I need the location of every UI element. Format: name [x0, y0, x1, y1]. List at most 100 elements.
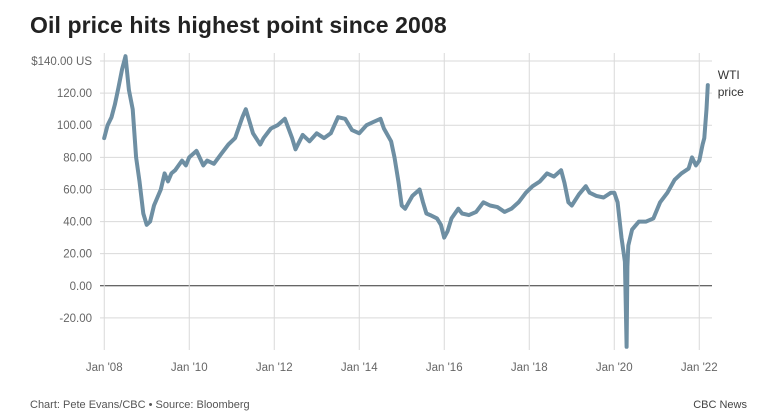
y-tick-label: 80.00	[63, 152, 92, 164]
data-point	[446, 229, 450, 233]
x-tick-label: Jan '16	[426, 362, 463, 374]
data-point	[460, 212, 464, 215]
data-point	[625, 345, 629, 349]
grid-layer	[100, 53, 712, 350]
data-point	[637, 220, 641, 224]
data-point	[124, 54, 127, 58]
data-point	[138, 179, 141, 183]
series-layer	[102, 54, 710, 349]
data-point	[379, 117, 382, 121]
data-point	[570, 204, 574, 207]
data-point	[145, 223, 149, 227]
data-point	[609, 191, 613, 195]
data-point	[163, 171, 167, 175]
chart-credit: Chart: Pete Evans/CBC • Source: Bloomber…	[30, 399, 250, 411]
data-point	[329, 131, 333, 135]
x-tick-label: Jan '10	[171, 362, 208, 374]
data-point	[262, 136, 266, 140]
data-point	[106, 123, 110, 127]
data-point	[531, 184, 535, 188]
data-point	[113, 102, 117, 106]
data-point	[588, 191, 592, 195]
data-point	[623, 260, 627, 264]
data-point	[226, 143, 230, 146]
data-point	[403, 207, 407, 211]
y-tick-label: 0.00	[70, 281, 92, 293]
data-point	[435, 216, 439, 220]
data-point	[322, 136, 326, 140]
data-point	[687, 167, 691, 171]
data-point	[625, 265, 629, 268]
data-point	[152, 204, 156, 207]
data-point	[301, 133, 305, 137]
data-point	[450, 216, 453, 220]
data-point	[173, 168, 177, 172]
data-point	[552, 175, 556, 179]
data-point	[612, 191, 616, 195]
axis-layer: $140.00 US 120.00 100.00 80.00 60.00 40.00 20.…	[31, 56, 717, 374]
data-point	[371, 120, 375, 124]
data-point	[283, 117, 287, 121]
data-point	[630, 228, 634, 232]
data-point	[159, 188, 163, 191]
data-point	[481, 200, 485, 204]
data-point	[584, 184, 588, 188]
data-point	[644, 220, 648, 224]
data-point	[350, 128, 354, 132]
y-tick-label: 20.00	[63, 249, 92, 261]
data-point	[102, 136, 106, 140]
data-point	[127, 88, 131, 92]
data-point	[396, 179, 400, 183]
data-point	[705, 107, 708, 111]
data-point	[602, 196, 606, 199]
data-point	[184, 163, 188, 167]
data-point	[120, 67, 124, 71]
data-point	[563, 181, 566, 185]
series-line	[102, 54, 710, 349]
data-point	[706, 83, 710, 87]
data-point	[594, 194, 598, 198]
data-point	[110, 115, 113, 119]
data-point	[566, 200, 570, 204]
data-point	[294, 147, 297, 151]
x-tick-label: Jan '20	[596, 362, 633, 374]
data-point	[251, 131, 255, 135]
data-point	[658, 200, 662, 204]
data-point	[233, 136, 237, 140]
data-point	[240, 115, 244, 119]
data-point	[545, 171, 549, 175]
data-point	[180, 159, 184, 163]
data-point	[219, 152, 223, 156]
data-point	[400, 204, 404, 207]
data-point	[694, 163, 698, 167]
data-point	[365, 123, 368, 127]
data-point	[195, 149, 198, 153]
data-point	[148, 220, 152, 224]
data-point	[456, 207, 460, 211]
data-point	[382, 127, 386, 130]
y-tick-label: 40.00	[63, 217, 92, 229]
data-point	[559, 168, 563, 172]
data-point	[495, 205, 499, 209]
data-point	[702, 136, 706, 140]
data-point	[201, 163, 205, 167]
data-point	[141, 212, 145, 215]
data-point	[276, 123, 280, 127]
y-tick-label: 100.00	[57, 120, 92, 132]
data-point	[577, 192, 581, 196]
data-point	[290, 136, 294, 140]
data-point	[626, 244, 630, 248]
data-point	[651, 216, 655, 220]
data-point	[166, 179, 170, 183]
data-point	[357, 131, 361, 135]
data-point	[616, 200, 620, 204]
data-point	[155, 196, 159, 199]
chart-title: Oil price hits highest point since 2008	[30, 12, 447, 38]
y-tick-label: $140.00 US	[31, 56, 92, 68]
x-tick-label: Jan '22	[681, 362, 718, 374]
data-point	[673, 178, 677, 182]
data-point	[343, 117, 347, 121]
data-point	[467, 213, 471, 217]
y-tick-label: 120.00	[57, 88, 92, 100]
